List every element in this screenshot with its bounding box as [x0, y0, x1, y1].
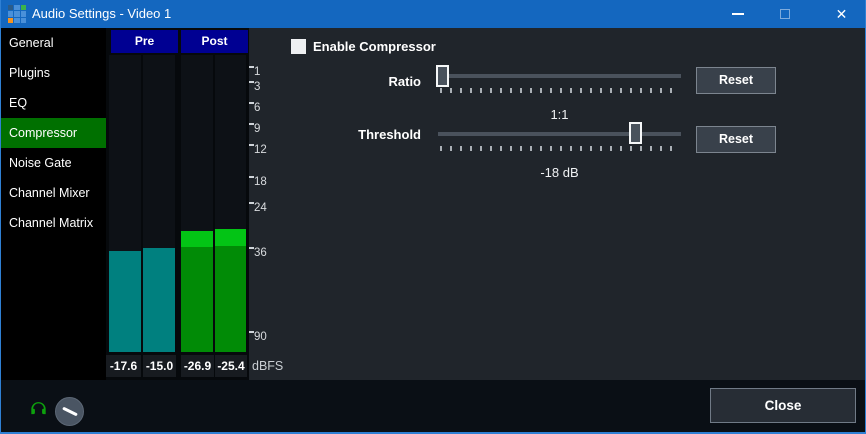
- scale-tick: 3: [249, 81, 260, 95]
- post-level-bar-2: [215, 229, 246, 352]
- pre-meter-channel-2: [143, 55, 175, 352]
- window-title: Audio Settings - Video 1: [32, 6, 172, 21]
- scale-tick: 6: [249, 102, 260, 116]
- scale-tick: 36: [249, 247, 267, 261]
- minimize-icon: [731, 13, 744, 15]
- scale-tick: 90: [249, 331, 267, 345]
- post-level-value-1: -26.9: [181, 355, 214, 377]
- sidebar-item-eq[interactable]: EQ: [9, 96, 28, 110]
- enable-compressor-label: Enable Compressor: [313, 39, 436, 54]
- pre-level-value-2: -15.0: [143, 355, 176, 377]
- post-meter-channel-1: [181, 55, 213, 352]
- headphones-icon[interactable]: [28, 399, 49, 420]
- close-window-button[interactable]: ✕: [818, 0, 865, 28]
- vmix-logo-icon: [8, 5, 26, 23]
- pre-level-value-1: -17.6: [106, 355, 141, 377]
- threshold-label: Threshold: [358, 127, 421, 142]
- sidebar-item-channel-mixer[interactable]: Channel Mixer: [9, 186, 90, 200]
- ratio-slider-track[interactable]: [438, 74, 681, 78]
- close-button[interactable]: Close: [710, 388, 856, 423]
- knob-pointer-icon: [62, 406, 78, 417]
- post-level-value-2: -25.4: [215, 355, 247, 377]
- threshold-reset-button[interactable]: Reset: [696, 126, 776, 153]
- pre-meter-channel-1: [109, 55, 141, 352]
- minimize-button[interactable]: [714, 0, 761, 28]
- scale-tick: 9: [249, 123, 260, 137]
- threshold-value: -18 dB: [540, 165, 579, 180]
- ratio-slider-ticks: [440, 88, 680, 93]
- pre-level-bar-1: [109, 251, 141, 352]
- threshold-slider-ticks: [440, 146, 680, 151]
- ratio-value: 1:1: [550, 107, 569, 122]
- sidebar-item-noise-gate[interactable]: Noise Gate: [9, 156, 72, 170]
- sidebar-item-channel-matrix[interactable]: Channel Matrix: [9, 216, 94, 230]
- scale-tick: 18: [249, 176, 267, 190]
- post-meter-header: Post: [181, 30, 248, 53]
- close-icon: ✕: [835, 6, 848, 22]
- scale-tick: 12: [249, 144, 267, 158]
- title-bar: Audio Settings - Video 1 ✕: [1, 0, 865, 28]
- scale-tick: 24: [249, 202, 267, 216]
- sidebar-item-general[interactable]: General: [9, 36, 54, 50]
- pre-level-bar-2: [143, 248, 175, 352]
- audio-meter-panel: Pre Post -17.6 -15.0 -26.9 -25.4: [106, 28, 249, 380]
- ratio-slider-thumb[interactable]: [436, 65, 449, 87]
- sidebar-item-plugins[interactable]: Plugins: [9, 66, 50, 80]
- ratio-label: Ratio: [388, 74, 422, 89]
- post-level-bar-1: [181, 231, 213, 352]
- post-meter-channel-2: [215, 55, 246, 352]
- headphones-volume-knob[interactable]: [55, 397, 84, 426]
- footer-bar: Close: [1, 380, 865, 432]
- pre-meter-header: Pre: [111, 30, 178, 53]
- enable-compressor-checkbox[interactable]: [291, 39, 306, 54]
- threshold-slider-track[interactable]: [438, 132, 681, 136]
- sidebar-item-compressor[interactable]: Compressor: [1, 118, 106, 148]
- dbfs-unit-label: dBFS: [252, 359, 284, 373]
- maximize-icon: [779, 9, 790, 19]
- scale-tick: 1: [249, 66, 260, 80]
- settings-sidebar: General Plugins EQ Compressor Noise Gate…: [1, 28, 106, 432]
- maximize-button[interactable]: [761, 0, 808, 28]
- threshold-slider-thumb[interactable]: [629, 122, 642, 144]
- ratio-reset-button[interactable]: Reset: [696, 67, 776, 94]
